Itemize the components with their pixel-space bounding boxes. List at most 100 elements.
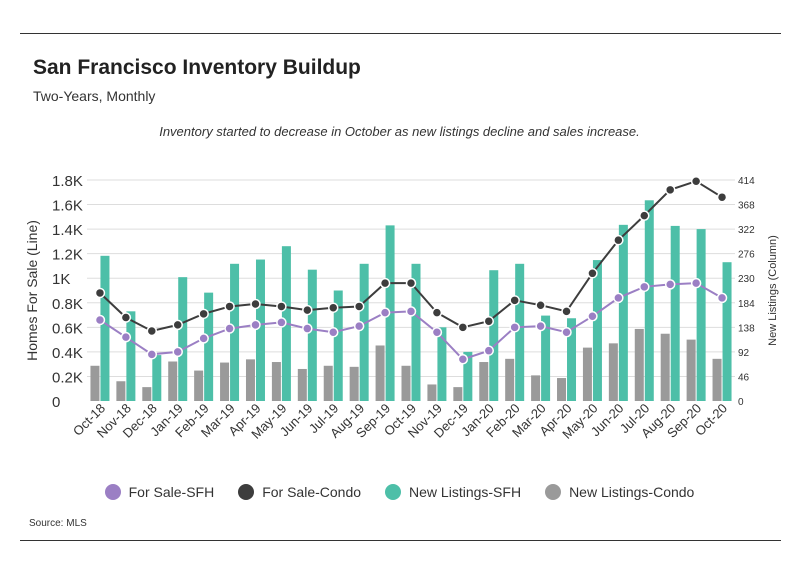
- y-tick-label-left: 0.8K: [52, 296, 83, 313]
- for-sale-condo-point: [146, 325, 158, 337]
- new-listings-condo-bar: [557, 378, 567, 401]
- for-sale-sfh-point: [431, 326, 443, 338]
- new-listings-sfh-bar: [541, 315, 551, 401]
- new-listings-condo-bar: [660, 333, 670, 401]
- legend-swatch-sfh-line: [104, 484, 121, 500]
- y-tick-label-right: 138: [738, 323, 755, 334]
- y-tick-label-left: 1.6K: [52, 198, 83, 215]
- y-tick-label-right: 184: [738, 299, 755, 310]
- new-listings-condo-bar: [608, 343, 618, 401]
- y-tick-label-left: 0.2K: [52, 369, 83, 386]
- y-tick-label-left: 1K: [52, 271, 70, 288]
- for-sale-condo-point: [509, 295, 520, 306]
- for-sale-condo-point: [224, 301, 235, 312]
- for-sale-condo-point: [639, 210, 650, 221]
- new-listings-condo-bar: [582, 347, 592, 401]
- legend-label: For Sale-Condo: [262, 484, 362, 500]
- y-axis-title-right: New Listings (Column): [767, 235, 779, 346]
- for-sale-condo-point: [561, 306, 572, 317]
- y-tick-label-left: 0: [52, 394, 60, 411]
- for-sale-sfh-point: [716, 292, 728, 304]
- new-listings-sfh-bar: [592, 260, 602, 401]
- new-listings-condo-bar: [142, 387, 152, 401]
- for-sale-sfh-line: [99, 282, 723, 361]
- new-listings-sfh-bar: [359, 263, 369, 401]
- source-note: Source: MLS: [29, 518, 87, 529]
- new-listings-condo-bar: [479, 362, 489, 401]
- new-listings-condo-bar: [220, 362, 230, 401]
- y-tick-label-right: 46: [738, 372, 750, 383]
- for-sale-condo-point: [457, 322, 469, 333]
- new-listings-sfh-bar: [618, 224, 628, 401]
- for-sale-condo-point: [690, 175, 702, 187]
- for-sale-sfh-point: [405, 306, 417, 317]
- top-rule: [20, 33, 781, 34]
- for-sale-sfh-point: [198, 333, 209, 344]
- legend-label: New Listings-Condo: [569, 484, 695, 500]
- for-sale-sfh-point: [613, 292, 624, 304]
- for-sale-sfh-point: [561, 326, 572, 338]
- new-listings-sfh-bar: [567, 318, 577, 401]
- y-tick-label-left: 0.4K: [52, 345, 83, 362]
- for-sale-sfh-point: [690, 277, 702, 289]
- for-sale-sfh-point: [120, 331, 132, 343]
- new-listings-sfh-bar: [463, 351, 473, 401]
- new-listings-sfh-bar: [670, 225, 680, 401]
- new-listings-sfh-bar: [178, 277, 188, 401]
- legend-item-for-sale-condo[interactable]: For Sale-Condo: [238, 484, 361, 500]
- y-tick-label-right: 230: [738, 274, 755, 285]
- new-listings-sfh-bar: [696, 229, 706, 401]
- y-tick-label-left: 1.4K: [52, 222, 83, 239]
- legend-item-for-sale-sfh[interactable]: For Sale-SFH: [104, 484, 214, 500]
- for-sale-sfh-point: [276, 317, 287, 328]
- for-sale-condo-point: [431, 307, 443, 318]
- new-listings-sfh-bar: [307, 269, 317, 401]
- new-listings-sfh-bar: [722, 262, 732, 401]
- new-listings-condo-bar: [194, 370, 204, 401]
- for-sale-sfh-point: [483, 345, 495, 356]
- legend-item-new-listings-sfh[interactable]: New Listings-SFH: [385, 484, 521, 500]
- for-sale-condo-point: [664, 184, 676, 196]
- for-sale-sfh-point: [327, 326, 339, 338]
- y-tick-label-left: 1.8K: [52, 173, 83, 190]
- new-listings-condo-bar: [375, 345, 385, 401]
- y-tick-label-right: 0: [738, 397, 744, 408]
- for-sale-sfh-point: [146, 349, 158, 360]
- new-listings-sfh-bar: [204, 292, 214, 401]
- y-tick-label-right: 414: [738, 176, 755, 187]
- new-listings-condo-bar: [297, 368, 307, 401]
- new-listings-condo-bar: [323, 365, 333, 401]
- new-listings-sfh-bar: [644, 200, 654, 401]
- chart-subtitle: Two-Years, Monthly: [33, 88, 156, 104]
- new-listings-sfh-bar: [255, 259, 265, 401]
- for-sale-condo-point: [172, 319, 183, 331]
- for-sale-condo-point: [327, 302, 339, 313]
- legend-swatch-condo-column: [545, 484, 562, 500]
- new-listings-condo-bar: [116, 381, 126, 401]
- y-tick-label-right: 92: [738, 348, 750, 359]
- for-sale-condo-point: [250, 298, 261, 310]
- for-sale-sfh-point: [457, 354, 469, 365]
- y-tick-label-right: 276: [738, 250, 755, 261]
- for-sale-sfh-point: [302, 323, 313, 334]
- new-listings-sfh-bar: [437, 327, 447, 401]
- new-listings-sfh-bar: [515, 263, 525, 401]
- new-listings-sfh-bar: [411, 263, 421, 401]
- y-tick-label-right: 368: [738, 201, 755, 212]
- legend-item-new-listings-condo[interactable]: New Listings-Condo: [545, 484, 694, 500]
- legend-swatch-sfh-column: [385, 484, 402, 500]
- for-sale-condo-point: [535, 299, 546, 311]
- y-tick-label-right: 322: [738, 225, 755, 236]
- for-sale-condo-point: [613, 234, 624, 246]
- for-sale-sfh-point: [250, 319, 261, 331]
- new-listings-condo-bar: [245, 359, 255, 401]
- new-listings-sfh-bar: [100, 255, 110, 401]
- bottom-rule: [20, 540, 781, 541]
- for-sale-condo-point: [716, 191, 728, 203]
- new-listings-sfh-bar: [152, 355, 162, 401]
- for-sale-sfh-point: [224, 323, 235, 334]
- y-tick-label-left: 1.2K: [52, 247, 83, 264]
- for-sale-sfh-point: [639, 281, 650, 293]
- for-sale-condo-point: [120, 312, 132, 323]
